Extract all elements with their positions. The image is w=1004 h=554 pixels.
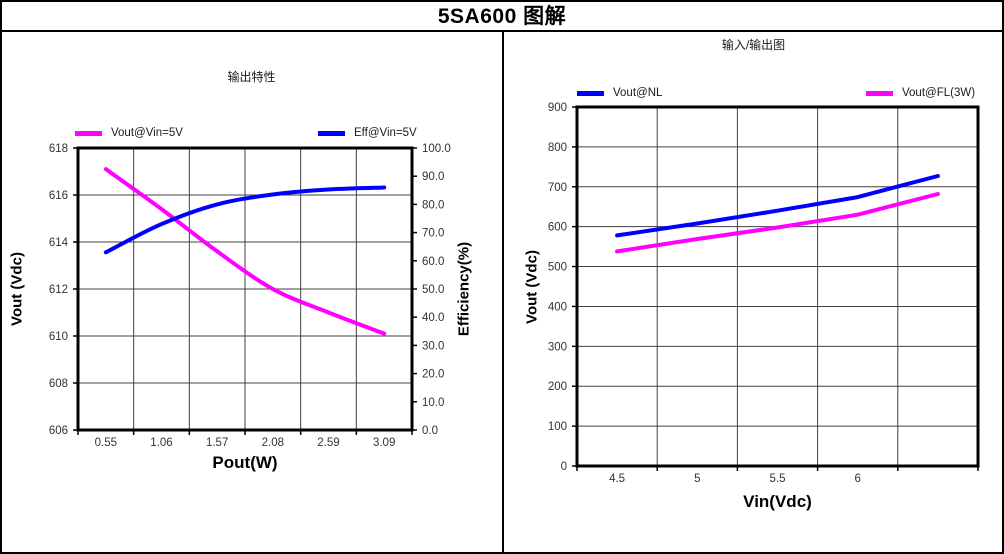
axis-ticks xyxy=(73,147,417,435)
legend-label: Eff@Vin=5V xyxy=(354,127,417,139)
svg-text:1.57: 1.57 xyxy=(206,437,228,449)
plot-border xyxy=(76,146,414,432)
svg-text:100: 100 xyxy=(548,421,567,433)
gridlines xyxy=(577,107,978,466)
tick-labels: 900 800 700 600 500 400 300 200 100 0 4.5 5 5.5 6 xyxy=(548,102,861,485)
gridlines xyxy=(78,148,412,430)
svg-text:20.0: 20.0 xyxy=(422,369,444,381)
svg-text:10.0: 10.0 xyxy=(422,397,444,409)
series-line-1 xyxy=(103,185,387,255)
svg-text:610: 610 xyxy=(49,331,68,343)
svg-text:70.0: 70.0 xyxy=(422,228,444,240)
legend-label: Vout@NL xyxy=(613,87,663,99)
legend-swatch-magenta xyxy=(75,130,102,136)
left-chart-xaxis-title: Pout(W) xyxy=(212,453,278,472)
svg-text:50.0: 50.0 xyxy=(422,284,444,296)
svg-text:900: 900 xyxy=(548,102,567,114)
svg-text:616: 616 xyxy=(49,190,68,202)
svg-text:30.0: 30.0 xyxy=(422,340,444,352)
page-title-bar: 5SA600 图解 xyxy=(0,0,1004,32)
right-chart-title: 输入/输出图 xyxy=(721,38,786,52)
series-line-0 xyxy=(103,167,387,336)
right-chart-xaxis-title: Vin(Vdc) xyxy=(743,492,812,511)
svg-text:700: 700 xyxy=(548,182,567,194)
series-line-1 xyxy=(615,192,940,254)
svg-text:200: 200 xyxy=(548,381,567,393)
legend-swatch-blue xyxy=(318,130,345,136)
tick-labels: 618 616 614 612 610 608 606 100.0 90.0 80.0 70.0 60… xyxy=(49,143,451,449)
svg-text:4.5: 4.5 xyxy=(609,473,625,485)
legend-label: Vout@FL(3W) xyxy=(902,87,976,99)
svg-text:80.0: 80.0 xyxy=(422,199,444,211)
svg-text:5.5: 5.5 xyxy=(770,473,786,485)
right-chart-yaxis-title: Vout (Vdc) xyxy=(523,250,541,324)
input-output-chart: 900 800 700 600 500 400 300 200 100 0 4.5 5 5.5 6 xyxy=(548,102,980,485)
svg-text:5: 5 xyxy=(694,473,700,485)
legend-swatch-blue xyxy=(577,90,604,96)
svg-text:0.0: 0.0 xyxy=(422,425,438,437)
svg-text:800: 800 xyxy=(548,142,567,154)
plot-border xyxy=(575,105,980,468)
svg-text:614: 614 xyxy=(49,237,69,249)
axis-ticks xyxy=(572,106,979,471)
svg-text:0: 0 xyxy=(561,461,567,473)
legend-item-vout-fl3w: Vout@FL(3W) xyxy=(866,87,975,99)
svg-text:60.0: 60.0 xyxy=(422,256,444,268)
legend-item-eff-vin5v: Eff@Vin=5V xyxy=(318,127,417,139)
series-line-0 xyxy=(615,174,940,238)
svg-text:618: 618 xyxy=(49,143,68,155)
panel-divider xyxy=(502,32,504,552)
svg-text:400: 400 xyxy=(548,301,567,313)
svg-text:612: 612 xyxy=(49,284,68,296)
svg-text:90.0: 90.0 xyxy=(422,171,444,183)
svg-text:0.55: 0.55 xyxy=(95,437,117,449)
svg-text:6: 6 xyxy=(854,473,860,485)
svg-text:2.08: 2.08 xyxy=(262,437,284,449)
svg-text:608: 608 xyxy=(49,378,68,390)
svg-text:300: 300 xyxy=(548,341,567,353)
legend-item-vout-nl: Vout@NL xyxy=(577,87,662,99)
svg-text:2.59: 2.59 xyxy=(317,437,339,449)
legend-swatch-magenta xyxy=(866,90,893,96)
svg-text:606: 606 xyxy=(49,425,68,437)
left-chart-y2axis-title: Efficiency(%) xyxy=(455,241,473,337)
legend-item-vout-vin5v: Vout@Vin=5V xyxy=(75,127,183,139)
left-chart-title: 输出特性 xyxy=(227,70,276,84)
output-characteristics-chart: 618 616 614 612 610 608 606 100.0 90.0 80.0 70.0 60… xyxy=(49,143,451,449)
svg-text:500: 500 xyxy=(548,262,567,274)
svg-text:100.0: 100.0 xyxy=(422,143,451,155)
svg-text:1.06: 1.06 xyxy=(150,437,172,449)
svg-text:600: 600 xyxy=(548,222,567,234)
svg-text:40.0: 40.0 xyxy=(422,312,444,324)
legend-label: Vout@Vin=5V xyxy=(111,127,183,139)
page-title: 5SA600 图解 xyxy=(437,5,567,28)
svg-text:3.09: 3.09 xyxy=(373,437,395,449)
left-chart-yaxis-title: Vout (Vdc) xyxy=(8,252,26,326)
